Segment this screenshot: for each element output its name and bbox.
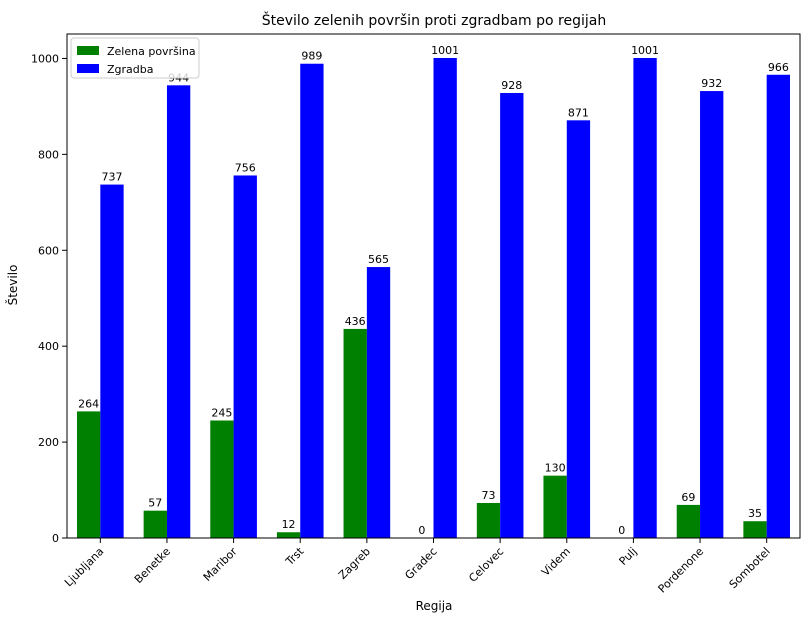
x-tick-label: Maribor [201,545,240,584]
y-tick-label: 400 [38,340,59,353]
bar [676,504,701,538]
bar [100,184,124,538]
legend-swatch [77,46,99,55]
x-axis-label: Regija [416,599,453,613]
data-label: 0 [618,524,625,537]
data-label: 0 [418,524,425,537]
x-tick-label: Zagreb [336,545,373,582]
bar [543,475,567,538]
data-label: 130 [545,462,566,475]
x-tick-label: Pulj [617,545,640,568]
data-label: 737 [101,171,122,184]
bar [743,521,767,538]
data-label: 1001 [431,44,459,57]
data-label: 989 [301,50,322,63]
bar [233,175,257,538]
y-tick-label: 200 [38,436,59,449]
data-label: 565 [368,253,389,266]
y-tick-label: 0 [52,532,59,545]
legend-swatch [77,64,99,73]
data-label: 871 [568,106,589,119]
legend-label: Zgradba [107,63,154,76]
x-tick-label: Sombotel [727,545,773,591]
data-label: 436 [345,315,366,328]
x-tick-label: Ljubljana [62,545,106,589]
bar [633,57,657,538]
x-tick-label: Benetke [132,545,173,586]
legend-box [70,37,200,79]
data-label: 928 [501,79,522,92]
x-tick-label: Videm [539,545,573,579]
chart-title: Število zelenih površin proti zgradbam p… [262,11,606,29]
data-label: 932 [701,77,722,90]
y-axis-label: Število [5,265,20,306]
bar [300,63,324,538]
bar [143,510,167,538]
data-label: 69 [681,491,695,504]
y-tick-label: 600 [38,244,59,257]
data-label: 756 [235,161,256,174]
data-label: 1001 [631,44,659,57]
data-label: 966 [768,61,789,74]
data-label: 73 [481,489,495,502]
x-tick-label: Gradec [402,545,439,582]
bar [476,502,501,538]
bar [366,267,391,538]
bar [500,92,524,538]
data-label: 12 [282,518,296,531]
legend-label: Zelena površina [107,45,196,58]
bar [566,120,591,538]
bar [433,57,457,538]
data-label: 245 [211,407,232,420]
bar [276,532,301,538]
bar [700,91,724,539]
y-tick-label: 800 [38,148,59,161]
bar [766,74,791,539]
bar [343,328,367,538]
plot-area: 2645724512436073130069357379447569895651… [31,33,801,596]
x-tick-label: Trst [283,544,307,568]
bar [76,411,101,538]
y-tick-label: 1000 [31,52,59,65]
data-label: 57 [148,497,162,510]
x-tick-label: Celovec [466,545,506,585]
x-tick-label: Pordenone [656,545,707,596]
data-label: 264 [78,397,99,410]
bar [166,85,191,539]
bar [210,420,234,538]
data-label: 35 [748,507,762,520]
